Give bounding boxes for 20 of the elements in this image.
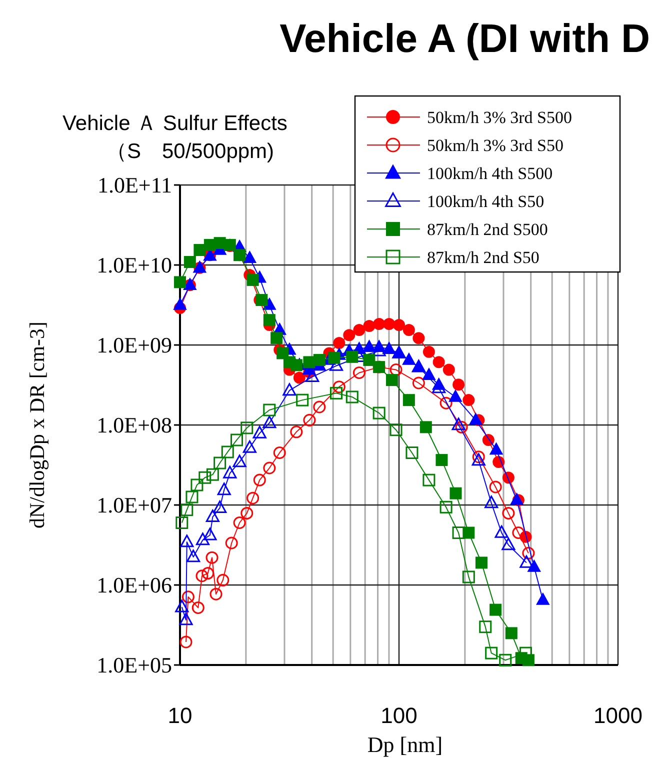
y-tick-label: 1.0E+08 [96, 412, 172, 438]
y-tick-label: 1.0E+05 [96, 652, 172, 678]
legend-label: 50km/h 3% 3rd S50 [427, 136, 564, 155]
y-tick-label: 1.0E+11 [97, 172, 172, 198]
legend-label: 87km/h 2nd S500 [427, 220, 548, 239]
chart-title: Vehicle A (DI with D [280, 17, 650, 61]
y-tick-label: 1.0E+06 [96, 572, 172, 598]
legend-label: 100km/h 4th S50 [427, 192, 544, 211]
legend-label: 87km/h 2nd S50 [427, 248, 540, 267]
x-tick-label: 100 [380, 703, 418, 728]
legend-label: 50km/h 3% 3rd S500 [427, 108, 572, 127]
y-tick-label: 1.0E+10 [96, 252, 172, 278]
x-axis-title: Dp [nm] [367, 732, 443, 757]
chart-subtitle: Vehicle Ａ Sulfur Effects （S 50/500ppm) [62, 112, 288, 163]
y-tick-label: 1.0E+07 [96, 492, 172, 518]
x-tick-label: 10 [168, 703, 192, 728]
y-tick-label: 1.0E+09 [96, 332, 172, 358]
y-axis-title: dN/dlogDp x DR [cm-3] [25, 321, 49, 529]
x-tick-label: 1000 [594, 703, 642, 728]
legend-label: 100km/h 4th S500 [427, 164, 553, 183]
